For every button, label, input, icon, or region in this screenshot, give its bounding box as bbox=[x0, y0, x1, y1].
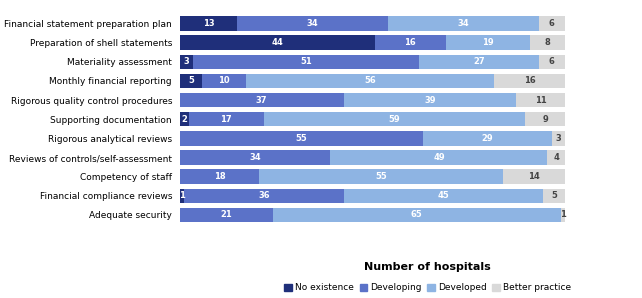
Bar bbox=[264, 112, 525, 126]
Text: 17: 17 bbox=[220, 115, 232, 124]
Text: 45: 45 bbox=[437, 191, 449, 200]
Text: 37: 37 bbox=[256, 96, 268, 105]
Bar bbox=[331, 150, 548, 165]
Text: 5: 5 bbox=[188, 76, 194, 86]
Text: 13: 13 bbox=[203, 19, 214, 28]
Text: 5: 5 bbox=[551, 191, 557, 200]
Text: 39: 39 bbox=[424, 96, 436, 105]
Text: 21: 21 bbox=[220, 210, 232, 219]
Bar bbox=[180, 150, 331, 165]
Text: 1: 1 bbox=[560, 210, 566, 219]
Bar bbox=[343, 189, 543, 203]
Bar bbox=[343, 93, 516, 107]
Text: 4: 4 bbox=[553, 153, 559, 162]
Bar bbox=[180, 93, 343, 107]
Bar bbox=[247, 74, 494, 88]
Bar bbox=[525, 112, 565, 126]
Text: 59: 59 bbox=[389, 115, 401, 124]
Legend: No existence, Developing, Developed, Better practice: No existence, Developing, Developed, Bet… bbox=[281, 280, 575, 296]
Bar bbox=[552, 131, 565, 145]
Bar bbox=[530, 35, 565, 50]
Text: 3: 3 bbox=[184, 57, 189, 66]
Bar bbox=[539, 55, 565, 69]
Bar bbox=[238, 16, 388, 31]
Text: 11: 11 bbox=[535, 96, 547, 105]
Bar bbox=[189, 112, 264, 126]
Bar bbox=[180, 16, 238, 31]
Bar bbox=[180, 189, 184, 203]
Text: 3: 3 bbox=[555, 134, 561, 143]
Text: 1: 1 bbox=[179, 191, 185, 200]
Text: 29: 29 bbox=[482, 134, 494, 143]
Text: 27: 27 bbox=[473, 57, 485, 66]
Text: 65: 65 bbox=[411, 210, 422, 219]
Text: 19: 19 bbox=[482, 38, 494, 47]
Bar bbox=[193, 55, 419, 69]
Bar bbox=[548, 150, 565, 165]
Text: 16: 16 bbox=[404, 38, 416, 47]
Text: 9: 9 bbox=[542, 115, 548, 124]
Bar bbox=[180, 55, 193, 69]
Bar bbox=[180, 208, 273, 222]
Bar bbox=[419, 55, 539, 69]
Bar bbox=[180, 35, 375, 50]
Text: 6: 6 bbox=[549, 57, 555, 66]
Text: 8: 8 bbox=[544, 38, 550, 47]
Text: 16: 16 bbox=[524, 76, 535, 86]
Text: 2: 2 bbox=[181, 115, 187, 124]
Text: 18: 18 bbox=[214, 172, 225, 181]
Text: 49: 49 bbox=[433, 153, 445, 162]
Bar bbox=[543, 189, 565, 203]
Bar bbox=[180, 131, 424, 145]
Text: 34: 34 bbox=[307, 19, 318, 28]
Bar bbox=[202, 74, 247, 88]
Bar bbox=[424, 131, 552, 145]
Text: Number of hospitals: Number of hospitals bbox=[365, 262, 491, 272]
Text: 55: 55 bbox=[296, 134, 308, 143]
Bar bbox=[180, 74, 202, 88]
Text: 34: 34 bbox=[458, 19, 469, 28]
Text: 10: 10 bbox=[218, 76, 230, 86]
Text: 36: 36 bbox=[258, 191, 270, 200]
Text: 44: 44 bbox=[272, 38, 283, 47]
Bar bbox=[503, 170, 565, 184]
Text: 6: 6 bbox=[549, 19, 555, 28]
Bar bbox=[560, 208, 565, 222]
Text: 51: 51 bbox=[300, 57, 312, 66]
Text: 56: 56 bbox=[365, 76, 376, 86]
Bar bbox=[259, 170, 503, 184]
Bar bbox=[388, 16, 539, 31]
Bar bbox=[180, 112, 189, 126]
Bar bbox=[180, 170, 259, 184]
Bar bbox=[273, 208, 560, 222]
Bar bbox=[446, 35, 530, 50]
Bar bbox=[539, 16, 565, 31]
Text: 34: 34 bbox=[249, 153, 261, 162]
Bar bbox=[184, 189, 343, 203]
Bar bbox=[375, 35, 446, 50]
Bar bbox=[494, 74, 565, 88]
Bar bbox=[516, 93, 565, 107]
Text: 14: 14 bbox=[528, 172, 540, 181]
Text: 55: 55 bbox=[376, 172, 387, 181]
